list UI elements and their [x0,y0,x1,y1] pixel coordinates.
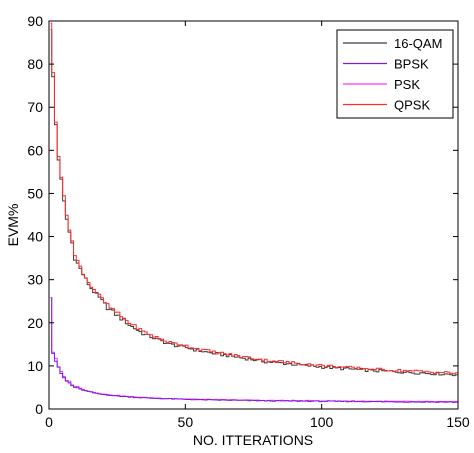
y-tick-label: 90 [27,13,43,29]
x-tick-label: 0 [45,414,53,430]
legend-label: QPSK [394,98,430,113]
y-tick-label: 80 [27,56,43,72]
axis-ticks: 0 50 100 150 0 10 20 30 40 50 60 70 80 90 [27,13,469,430]
axes [48,20,459,410]
legend-label: BPSK [394,57,429,72]
y-tick-label: 50 [27,185,43,201]
legend-label: PSK [394,77,420,92]
x-tick-label: 100 [310,414,334,430]
series-line-bpsk [50,297,458,403]
x-tick-label: 150 [446,414,470,430]
plot-series [50,22,458,403]
plot-frame [48,20,459,410]
y-tick-label: 10 [27,358,43,374]
x-axis-label: NO. ITTERATIONS [193,432,313,448]
x-tick-label: 50 [178,414,194,430]
y-axis-label: EVM% [5,204,21,247]
series-line-qpsk [50,22,458,375]
y-tick-label: 60 [27,142,43,158]
y-tick-label: 30 [27,272,43,288]
y-tick-label: 20 [27,315,43,331]
legend: 16-QAM BPSK PSK QPSK [336,29,454,119]
legend-box [336,29,454,119]
legend-label: 16-QAM [394,36,442,51]
y-tick-label: 40 [27,229,43,245]
y-tick-label: 70 [27,99,43,115]
y-tick-label: 0 [35,401,43,417]
